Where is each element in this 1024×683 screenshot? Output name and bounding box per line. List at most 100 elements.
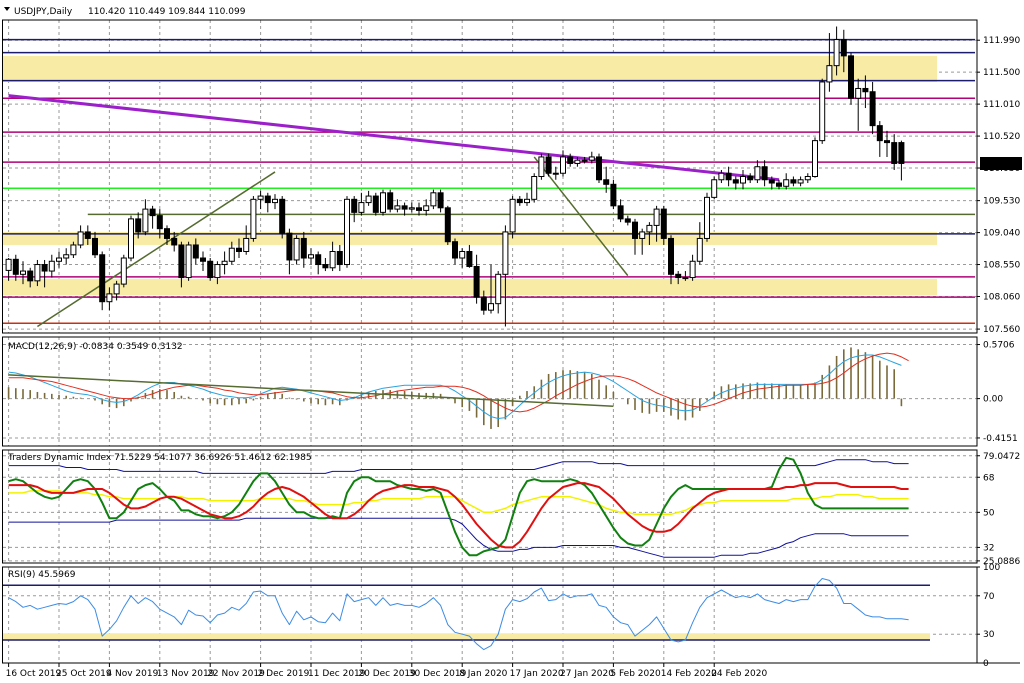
candle bbox=[228, 241, 235, 265]
candle bbox=[142, 199, 149, 236]
candle bbox=[308, 248, 314, 265]
candle-body bbox=[574, 159, 581, 164]
candle bbox=[560, 150, 566, 177]
price-zone bbox=[3, 55, 937, 82]
candle bbox=[92, 231, 98, 259]
candle-body bbox=[473, 265, 480, 298]
price-tick-label: 109.040 bbox=[983, 229, 1020, 239]
candle bbox=[624, 215, 631, 226]
candle-body bbox=[840, 39, 847, 57]
tdi-panel bbox=[8, 456, 909, 558]
candle bbox=[315, 251, 322, 275]
candle-body bbox=[588, 156, 595, 161]
candle bbox=[804, 173, 811, 184]
candle bbox=[660, 205, 667, 245]
candle-body bbox=[322, 264, 329, 269]
candle-body bbox=[855, 87, 862, 99]
candle bbox=[221, 251, 228, 275]
candle-body bbox=[380, 192, 386, 213]
candle-body bbox=[509, 198, 516, 233]
candle bbox=[243, 225, 250, 255]
candle bbox=[41, 259, 48, 288]
tdi-tick-label: 68 bbox=[983, 473, 995, 483]
candle-body bbox=[171, 237, 178, 246]
candle-body bbox=[876, 125, 883, 142]
candle-body bbox=[826, 65, 833, 83]
candle bbox=[668, 235, 674, 285]
candle bbox=[898, 140, 905, 181]
candle bbox=[833, 26, 840, 76]
candle bbox=[257, 190, 264, 210]
candle-body bbox=[113, 283, 120, 295]
candle bbox=[12, 254, 19, 281]
candle bbox=[732, 176, 739, 190]
candle-body bbox=[833, 39, 840, 67]
price-tick-label: 111.990 bbox=[983, 36, 1020, 46]
candle bbox=[178, 241, 185, 288]
candle-body bbox=[142, 208, 149, 233]
candle bbox=[790, 176, 797, 187]
candle bbox=[711, 176, 718, 200]
candle bbox=[207, 258, 214, 281]
price-tick-label: 111.010 bbox=[983, 100, 1020, 110]
candle bbox=[538, 153, 545, 180]
candle-body bbox=[747, 176, 754, 181]
candle-body bbox=[200, 257, 206, 262]
candle bbox=[408, 202, 415, 213]
candle-body bbox=[754, 166, 761, 181]
candle bbox=[322, 258, 329, 272]
candle-body bbox=[675, 273, 682, 279]
candle bbox=[372, 192, 379, 216]
candle bbox=[473, 254, 480, 304]
rsi-panel-title: RSI(9) 45.5969 bbox=[8, 570, 76, 580]
candle-body bbox=[653, 208, 660, 226]
candle-body bbox=[293, 237, 300, 261]
candle-body bbox=[250, 198, 257, 239]
candle-body bbox=[34, 264, 41, 282]
candle bbox=[423, 199, 430, 216]
symbol-menu-icon[interactable] bbox=[4, 7, 10, 11]
candle bbox=[452, 238, 458, 265]
candle bbox=[106, 287, 113, 311]
time-tick-label: 4 Nov 2019 bbox=[106, 669, 158, 679]
candle-body bbox=[192, 244, 199, 259]
macd-signal-line bbox=[8, 352, 909, 413]
candle bbox=[603, 166, 610, 193]
candle-body bbox=[416, 207, 422, 211]
candle-body bbox=[639, 231, 646, 239]
candle bbox=[581, 156, 588, 164]
candle-body bbox=[646, 224, 653, 233]
candle bbox=[646, 222, 653, 245]
price-tick-label: 108.060 bbox=[983, 292, 1020, 302]
candle bbox=[495, 271, 502, 314]
candle-body bbox=[790, 179, 797, 184]
rsi-line bbox=[8, 578, 909, 651]
candle-body bbox=[804, 176, 811, 181]
candle-body bbox=[236, 247, 242, 252]
candle-body bbox=[63, 254, 70, 259]
candle-body bbox=[437, 192, 444, 209]
tdi-tick-label: 25.0886 bbox=[983, 557, 1020, 567]
candle bbox=[416, 202, 422, 216]
candle-body bbox=[516, 198, 523, 204]
candle-body bbox=[365, 195, 372, 204]
candle-body bbox=[696, 237, 703, 262]
candle bbox=[675, 271, 682, 285]
candle bbox=[128, 215, 134, 262]
candle bbox=[84, 225, 91, 245]
candle bbox=[56, 251, 62, 268]
candle-body bbox=[660, 208, 667, 239]
candle-body bbox=[797, 179, 804, 184]
time-tick-label: 24 Feb 2020 bbox=[711, 669, 767, 679]
tdi-tick-label: 50 bbox=[983, 508, 995, 518]
candle-body bbox=[149, 208, 156, 217]
candle bbox=[689, 254, 696, 281]
candle-body bbox=[761, 166, 768, 181]
macd-trendline bbox=[8, 374, 614, 407]
candle-body bbox=[560, 156, 566, 174]
candle-body bbox=[408, 207, 415, 210]
rsi-panel bbox=[3, 578, 930, 651]
time-tick-label: 5 Feb 2020 bbox=[610, 669, 661, 679]
candle bbox=[387, 189, 394, 213]
candle bbox=[286, 228, 293, 275]
